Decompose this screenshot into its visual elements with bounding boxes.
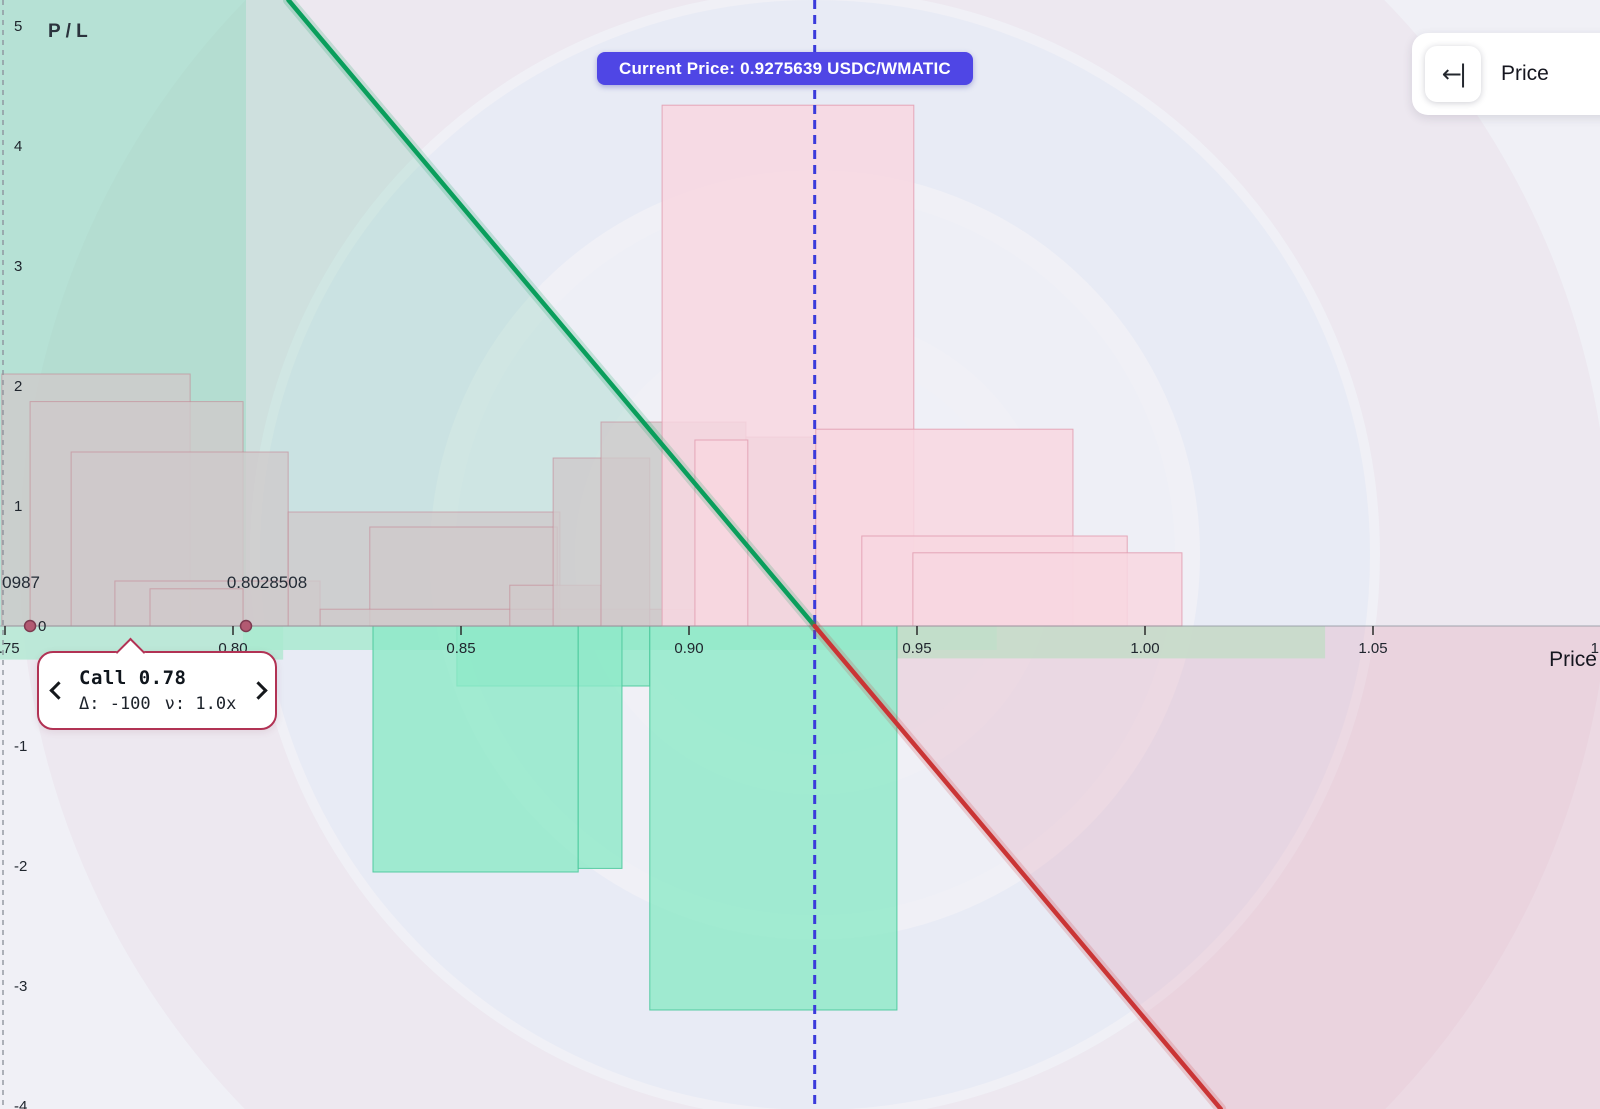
x-tick-label: 0.85: [446, 640, 475, 657]
y-tick-label: 0: [38, 618, 46, 635]
x-tick-label: 1.00: [1130, 640, 1159, 657]
x-tick-label: 0.75: [0, 640, 20, 657]
collapse-panel-button[interactable]: ←|: [1425, 46, 1481, 102]
x-tick-label: 1.05: [1358, 640, 1387, 657]
tooltip-greeks: Δ: -100 ν: 1.0x: [79, 694, 275, 714]
teal-liquidity-bar: [577, 625, 623, 869]
teal-liquidity-bar: [372, 625, 579, 873]
tooltip-body: Call 0.78 Δ: -100 ν: 1.0x: [39, 653, 275, 728]
x-tick-label: 0.90: [674, 640, 703, 657]
current-price-badge: Current Price: 0.9275639 USDC/WMATIC: [597, 52, 973, 85]
payoff-line-loss: [812, 623, 1224, 1109]
teal-liquidity-bar: [649, 625, 898, 1011]
arrow-left-to-bar-icon: ←|: [1441, 60, 1467, 88]
pl-axis-label: P / L: [48, 21, 88, 42]
y-tick-label: 3: [14, 258, 22, 275]
liquidity-strip: [896, 626, 1326, 659]
tooltip-vega: ν: 1.0x: [164, 694, 237, 714]
y-tick-label: 2: [14, 378, 22, 395]
price-panel-label: Price: [1501, 62, 1549, 85]
y-tick-label: 1: [14, 498, 22, 515]
range-marker-right[interactable]: [239, 619, 253, 633]
position-tooltip: Call 0.78 Δ: -100 ν: 1.0x: [37, 637, 277, 730]
tooltip-title: Call 0.78: [79, 667, 187, 689]
y-tick-label: -4: [14, 1098, 27, 1109]
range-label-left: 0987: [2, 573, 40, 592]
next-position-button[interactable]: [243, 653, 273, 728]
chevron-right-icon: [248, 681, 268, 700]
x-tick-label: 1.1: [1591, 640, 1600, 657]
price-axis-label: Price: [1549, 648, 1597, 671]
x-tick-label: 0.95: [902, 640, 931, 657]
y-tick-label: -3: [14, 978, 27, 995]
range-label-right: 0.8028508: [227, 573, 307, 592]
gray-liquidity-bar: [149, 588, 244, 627]
current-price-badge-label: Current Price: 0.9275639 USDC/WMATIC: [619, 58, 951, 78]
y-tick-label: -1: [14, 738, 27, 755]
y-tick-label: -2: [14, 858, 27, 875]
pink-liquidity-bar: [912, 552, 1183, 627]
price-panel: ←| Price: [1412, 33, 1600, 115]
payoff-line-profit: [286, 0, 817, 629]
loss-region: [814, 626, 1600, 1109]
y-tick-label: 4: [14, 138, 22, 155]
y-tick-label: 5: [14, 18, 22, 35]
tooltip-delta: Δ: -100: [79, 694, 151, 714]
range-marker-left[interactable]: [23, 619, 37, 633]
